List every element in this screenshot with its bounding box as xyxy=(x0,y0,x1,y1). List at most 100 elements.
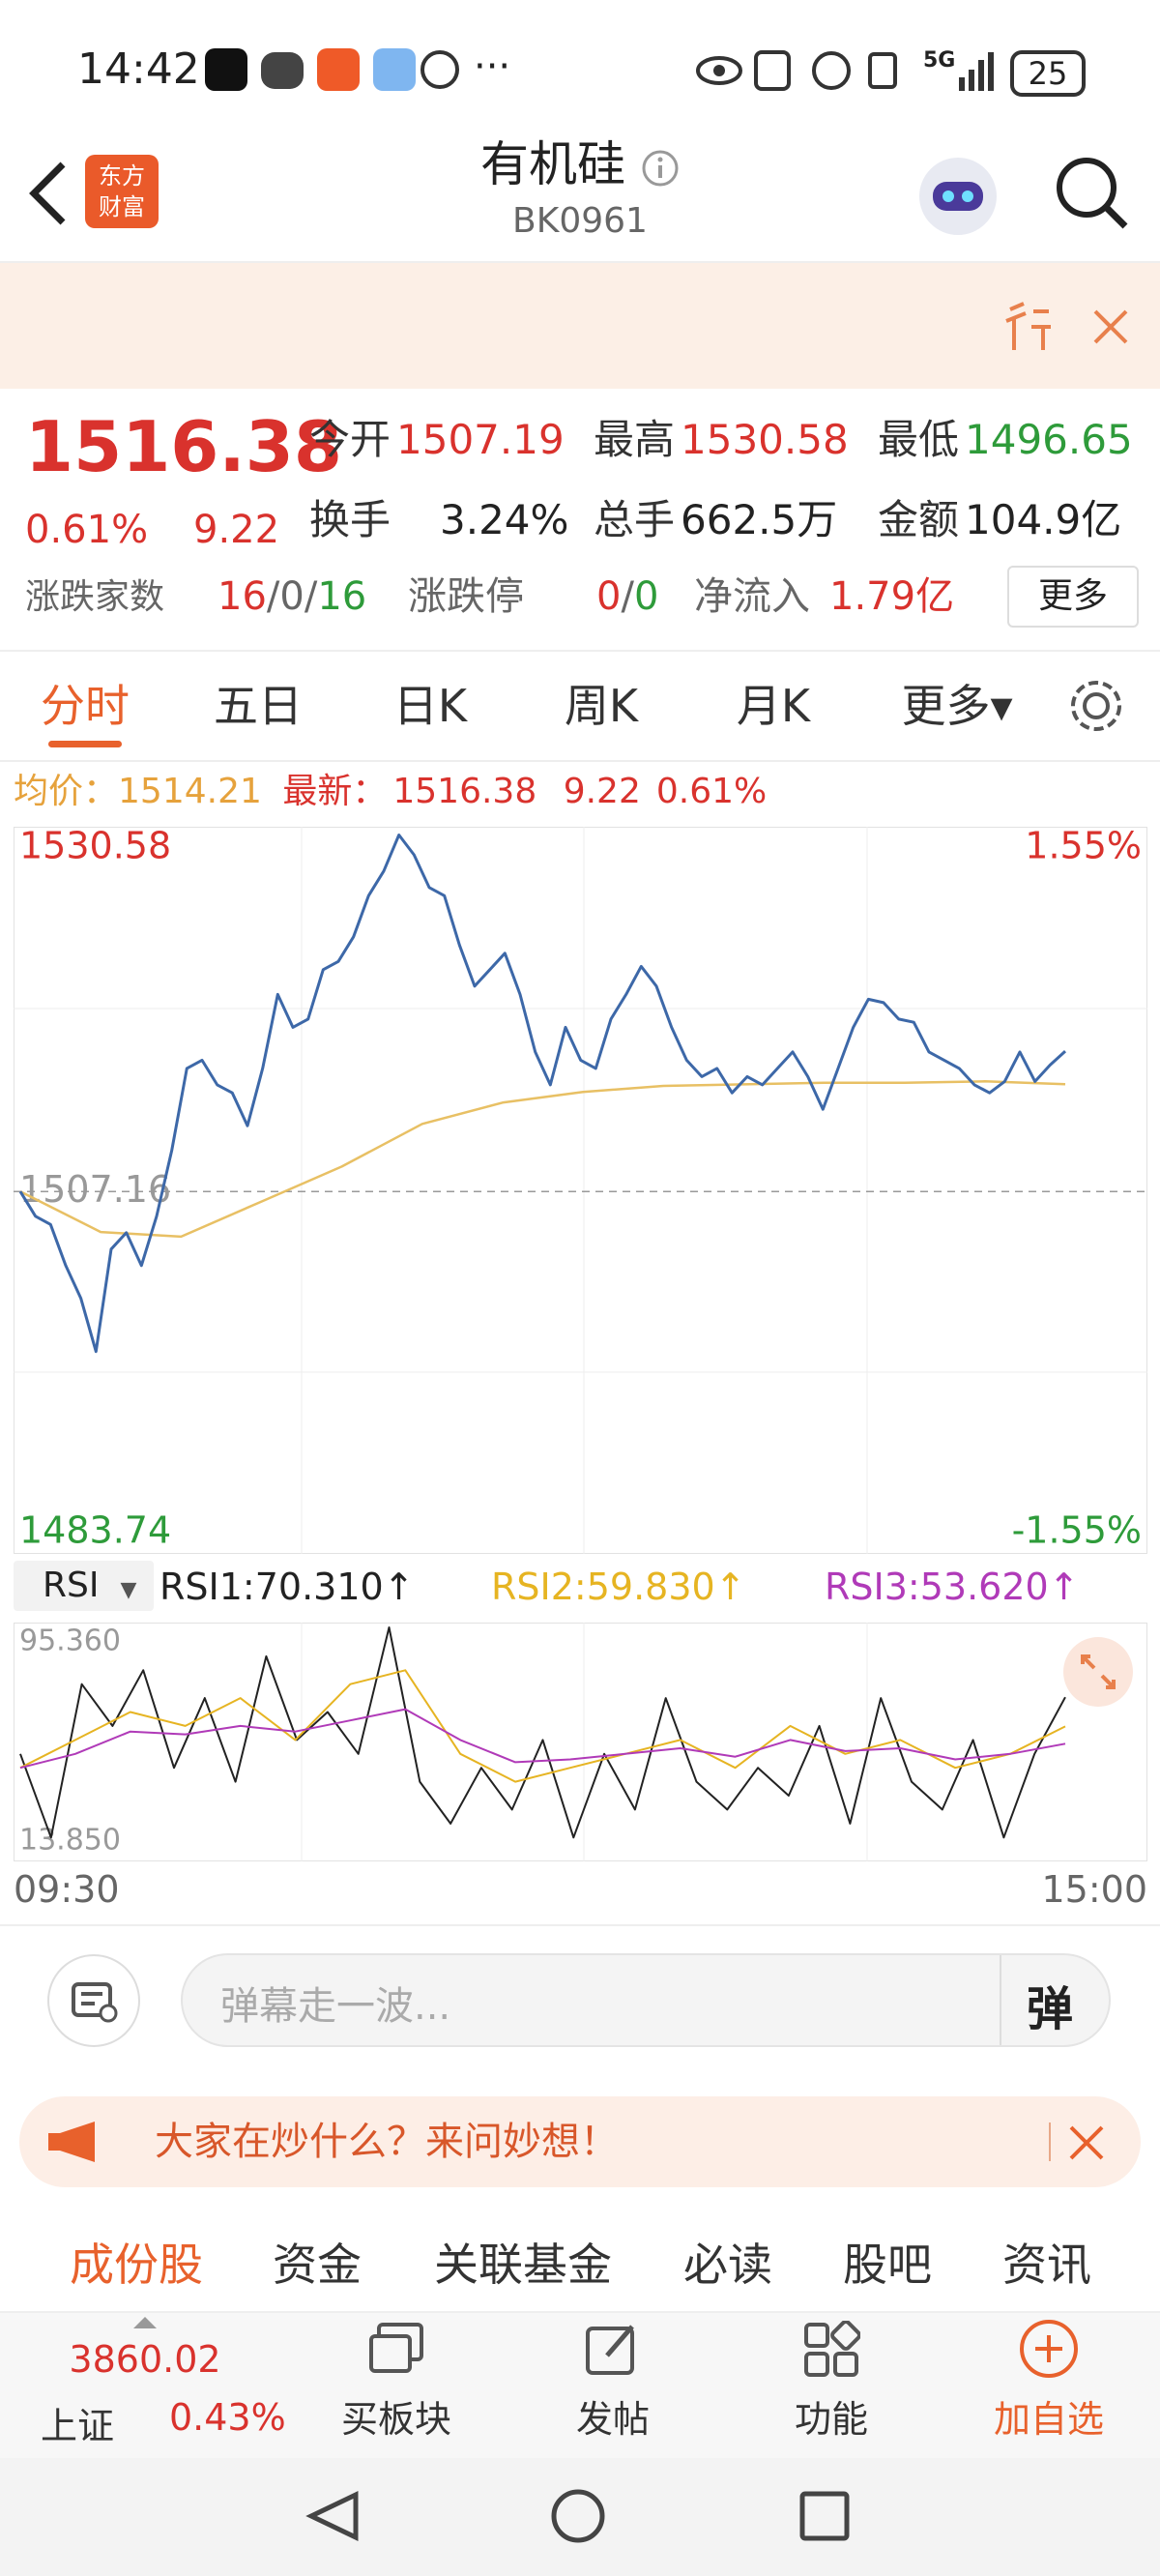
breadth-value: 16/0/16 xyxy=(218,572,366,621)
period-tab[interactable]: 分时 xyxy=(41,680,130,732)
period-tab[interactable]: 更多▾ xyxy=(901,680,1013,732)
change: 9.22 xyxy=(563,772,641,811)
expand-button[interactable] xyxy=(1061,1635,1135,1709)
limit-value: 0/0 xyxy=(596,572,658,621)
period-tab[interactable]: 月K xyxy=(736,680,811,732)
limit-label: 涨跌停 xyxy=(408,574,524,619)
action-label[interactable]: 功能 xyxy=(794,2398,869,2441)
status-more: ··· xyxy=(474,44,511,89)
battery: 25 xyxy=(1010,50,1086,97)
y-tick-label: 13.850 xyxy=(19,1824,121,1858)
danmu-input[interactable] xyxy=(181,1953,1111,2047)
section-tab[interactable]: 股吧 xyxy=(843,2239,932,2291)
field-value: 3.24% xyxy=(440,496,569,543)
separator: / xyxy=(304,574,318,619)
field-value: 662.5万 xyxy=(681,496,838,543)
danmu-placeholder: 弹幕走一波... xyxy=(220,1984,451,2029)
last-label: 最新： xyxy=(282,772,388,811)
app-logo: 东方 财富 xyxy=(85,155,159,228)
assistant-avatar[interactable] xyxy=(914,153,1002,240)
section-tab[interactable]: 必读 xyxy=(683,2239,772,2291)
divider xyxy=(0,1924,1160,1926)
system-nav-bar xyxy=(0,2458,1160,2576)
index-name: 上证 xyxy=(41,2405,115,2447)
series-line xyxy=(18,834,1067,1354)
limit-down: 0 xyxy=(633,574,659,619)
icon-functions xyxy=(804,2321,860,2377)
status-network: 5G xyxy=(923,48,956,73)
y-tick-label: 1483.74 xyxy=(19,1509,171,1552)
action-label[interactable]: 买板块 xyxy=(340,2398,452,2441)
period-tab[interactable]: 五日 xyxy=(214,680,303,732)
action-label[interactable]: 加自选 xyxy=(993,2398,1105,2441)
field-value: 104.9亿 xyxy=(965,496,1122,543)
index-change: 0.43% xyxy=(169,2396,286,2439)
period-tab[interactable]: 日K xyxy=(392,680,468,732)
danmu-send[interactable]: 弹 xyxy=(1027,1982,1074,2036)
section-tab[interactable]: 资金 xyxy=(273,2239,362,2291)
info-icon[interactable] xyxy=(641,149,680,188)
field-label: 总手 xyxy=(594,496,676,543)
logo-text: 东方 xyxy=(99,162,145,190)
inflow-label: 净流入 xyxy=(694,574,810,619)
status-indicators xyxy=(696,50,897,91)
avg-value: 1514.21 xyxy=(118,772,262,811)
section-tab[interactable]: 成份股 xyxy=(70,2239,203,2291)
indicator-select[interactable]: RSI ▼ xyxy=(14,1561,154,1611)
x-tick-label: 09:30 xyxy=(14,1868,120,1911)
inflow-value: 1.79亿 xyxy=(829,574,955,619)
ask-banner[interactable] xyxy=(19,2096,1141,2187)
system-nav-buttons[interactable] xyxy=(0,2458,1160,2576)
more-button[interactable]: 更多 xyxy=(1007,566,1139,628)
field-label: 金额 xyxy=(878,496,960,543)
field-label: 今开 xyxy=(309,416,392,463)
breadth-down: 16 xyxy=(317,574,367,619)
bottom-bar xyxy=(0,2311,1160,2458)
logo-text: 财富 xyxy=(99,193,145,220)
rsi-legend-item: RSI1:70.310↑ xyxy=(160,1566,415,1608)
y2-tick-label: 1.55% xyxy=(1025,827,1142,867)
limit-up: 0 xyxy=(596,574,622,619)
settings-button[interactable] xyxy=(1067,677,1125,735)
section-tab[interactable]: 资讯 xyxy=(1002,2239,1091,2291)
change: 9.22 xyxy=(193,508,280,552)
page-title-row: 有机硅 xyxy=(0,133,1160,195)
divider xyxy=(0,760,1160,762)
section-tab[interactable]: 关联基金 xyxy=(434,2239,612,2291)
series-line xyxy=(19,1626,1066,1839)
search-button[interactable] xyxy=(1054,155,1131,232)
notice-bar xyxy=(0,263,1160,389)
breadth-up: 16 xyxy=(218,574,267,619)
back-button[interactable] xyxy=(24,160,72,227)
megaphone-icon xyxy=(48,2122,95,2162)
y-tick-label: 1507.16 xyxy=(19,1168,171,1211)
x-tick-label: 15:00 xyxy=(1041,1868,1147,1911)
action-label[interactable]: 发帖 xyxy=(575,2398,651,2441)
rsi-legend-item: RSI2:59.830↑ xyxy=(491,1566,746,1608)
divider xyxy=(0,650,1160,652)
board-code: BK0961 xyxy=(512,201,648,241)
y-tick-label: 95.360 xyxy=(19,1625,121,1658)
last-price: 1516.38 xyxy=(25,406,342,487)
danmu-toggle[interactable] xyxy=(46,1953,141,2048)
chart-frame xyxy=(14,827,1147,1554)
close-banner[interactable] xyxy=(1067,2123,1106,2162)
last-value: 1516.38 xyxy=(392,772,537,811)
chart-frame xyxy=(14,1623,1147,1861)
field-value: 1507.19 xyxy=(396,416,565,463)
series-line xyxy=(19,1080,1066,1239)
field-label: 最低 xyxy=(878,416,960,463)
avg-label: 均价： xyxy=(14,772,119,811)
status-app-icons xyxy=(205,48,459,91)
divider xyxy=(1000,1955,1001,2045)
indicator-name: RSI xyxy=(43,1566,100,1605)
icon-buy-board xyxy=(369,2323,423,2373)
breadth-label: 涨跌家数 xyxy=(25,577,165,617)
change-pct: 0.61% xyxy=(25,508,149,552)
period-tab[interactable]: 周K xyxy=(564,680,639,732)
y2-tick-label: -1.55% xyxy=(1012,1509,1142,1552)
index-value[interactable]: 3860.02 xyxy=(69,2338,221,2381)
notice-controls[interactable] xyxy=(1000,300,1146,354)
change-pct: 0.61% xyxy=(655,772,768,811)
